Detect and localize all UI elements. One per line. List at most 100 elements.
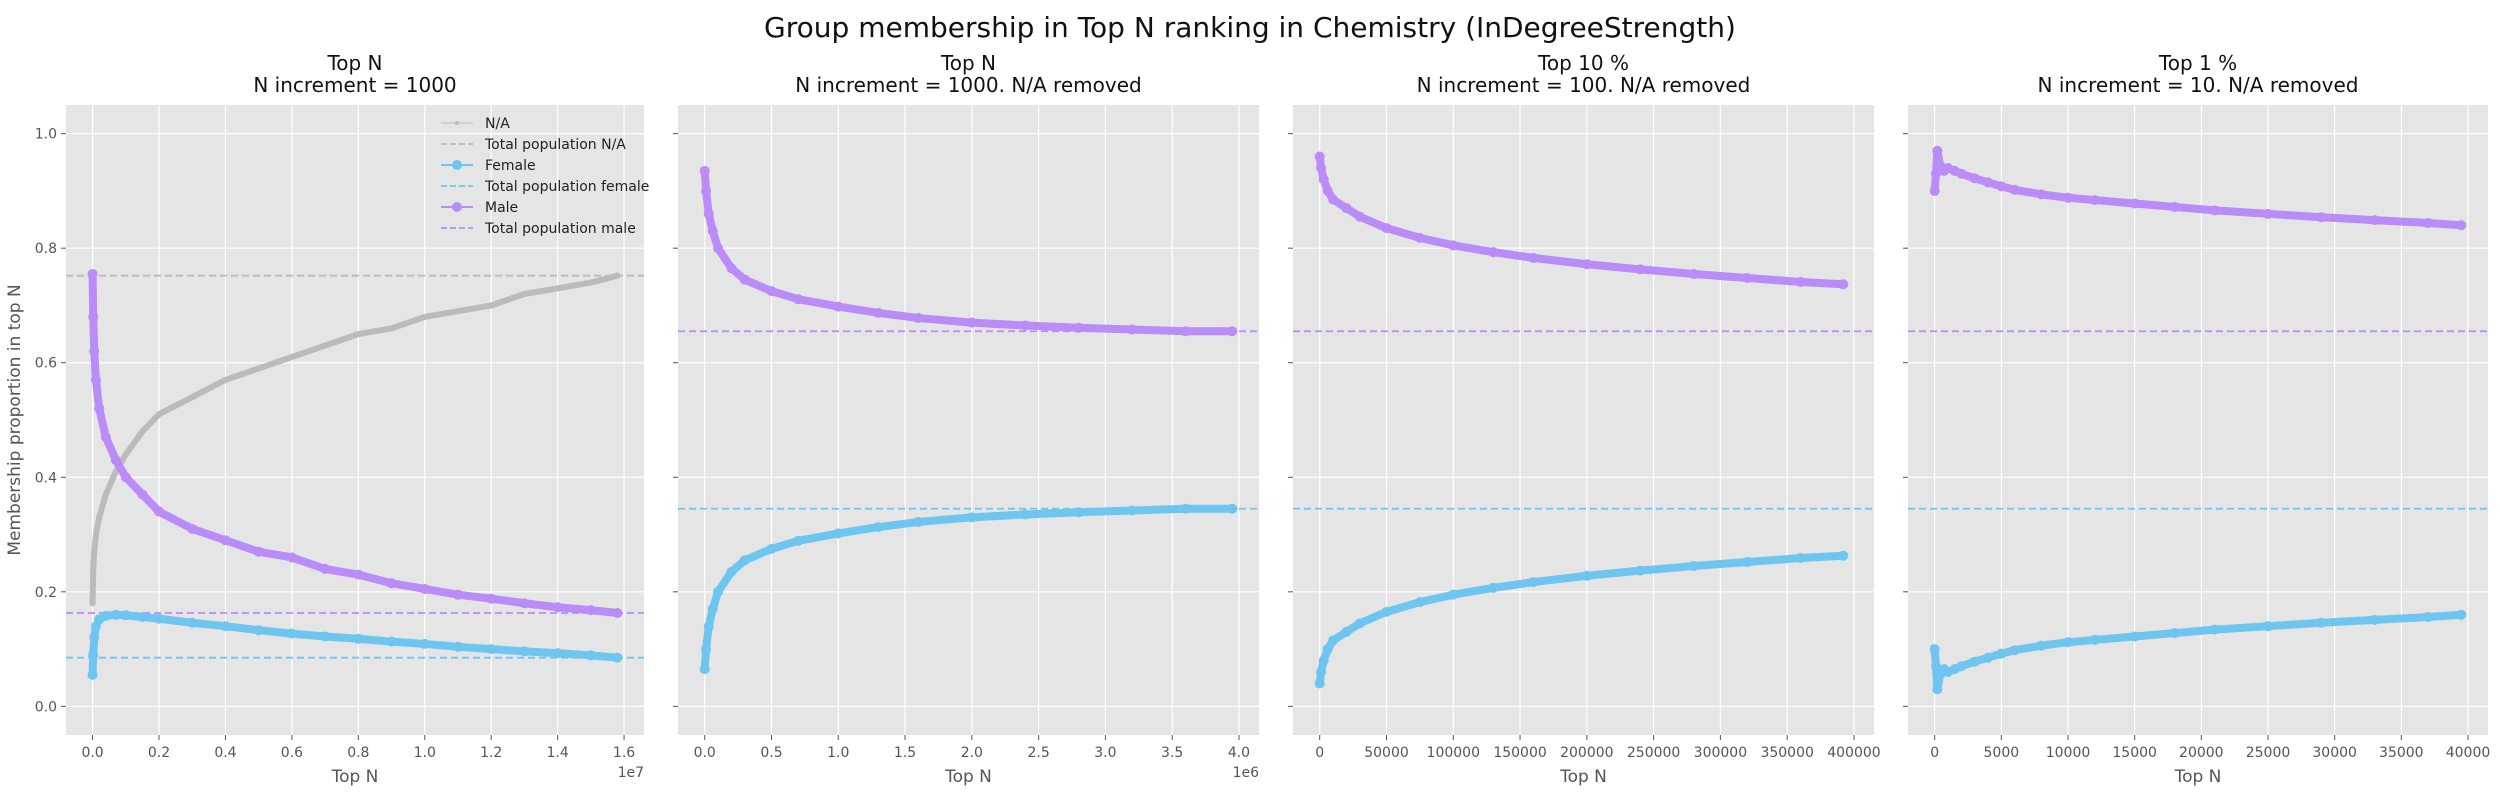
series-point-female [2036, 640, 2047, 651]
series-point-female [1180, 503, 1191, 514]
x-tick-label: 0 [1930, 745, 1939, 761]
series-point-female [419, 638, 430, 649]
series-point-male [486, 593, 497, 604]
series-point-female [1838, 550, 1849, 561]
series-point-female [1316, 667, 1327, 677]
series-point-female [1341, 626, 1352, 637]
series-point-male [585, 605, 596, 616]
x-tick-label: 250000 [1627, 745, 1680, 761]
x-tick-label: 300000 [1694, 745, 1747, 761]
series-point-male [2036, 189, 2047, 200]
series-point-male [452, 589, 463, 600]
series-point-na [614, 272, 621, 279]
x-axis-label: Top N [331, 767, 379, 787]
series-point-male [1314, 151, 1325, 162]
series-point-male [766, 286, 777, 297]
chart-panel-3: 0 50000 100000 150000 200000 250000 300000 3500… [1288, 51, 1881, 787]
series-point-female [699, 664, 710, 675]
series-point-male [707, 226, 718, 236]
x-tick-label: 30000 [2312, 745, 2357, 761]
series-point-na [89, 600, 96, 607]
x-tick-label: 1.6 [613, 745, 635, 761]
series-point-female [1969, 656, 1980, 667]
x-offset-label: 1e6 [1233, 765, 1260, 781]
y-tick-label: 0.8 [35, 241, 57, 257]
series-point-male [833, 301, 844, 312]
x-tick-label: 3.0 [1094, 745, 1116, 761]
series-point-male [1635, 264, 1646, 275]
series-point-female [1996, 648, 2007, 659]
series-point-female [1742, 557, 1753, 568]
series-point-female [1635, 565, 1646, 576]
series-point-female [2209, 624, 2220, 635]
series-point-male [89, 346, 100, 357]
series-point-female [120, 610, 131, 621]
series-point-male [1127, 324, 1138, 335]
series-point-female [703, 621, 714, 632]
x-tick-label: 1.5 [894, 745, 916, 761]
series-point-na [288, 354, 295, 360]
series-point-male [1929, 185, 1940, 196]
series-point-male [873, 307, 884, 318]
series-point-na [90, 565, 97, 572]
y-tick-label: 0.0 [35, 699, 57, 715]
x-offset-label: 1e7 [618, 765, 644, 781]
series-point-male [2009, 184, 2020, 195]
x-tick-label: 2.0 [961, 745, 983, 761]
series-point-male [2129, 198, 2140, 209]
x-tick-label: 200000 [1560, 745, 1613, 761]
legend-swatch-marker [452, 202, 462, 212]
series-point-na [322, 342, 329, 349]
series-point-male [2089, 195, 2100, 206]
series-point-female [612, 652, 623, 663]
series-point-male [1932, 145, 1943, 156]
series-point-male [154, 506, 165, 517]
y-tick-label: 0.2 [35, 585, 57, 601]
series-point-male [793, 294, 804, 305]
series-point-female [253, 625, 264, 636]
series-point-female [1931, 661, 1941, 672]
series-point-male [1488, 247, 1499, 258]
plot-area [678, 105, 1259, 735]
x-tick-label: 0.4 [214, 745, 236, 761]
x-tick-label: 1.0 [827, 745, 849, 761]
series-point-male [2316, 212, 2327, 223]
series-point-male [2369, 215, 2380, 226]
series-point-male [1354, 211, 1365, 222]
x-tick-label: 0 [1315, 745, 1324, 761]
series-point-male [713, 243, 724, 254]
series-point-na [139, 428, 146, 435]
x-tick-label: 15000 [2112, 745, 2157, 761]
series-point-female [1448, 589, 1459, 600]
x-tick-label: 0.2 [148, 745, 170, 761]
series-point-na [189, 394, 196, 401]
legend-label: Male [485, 200, 518, 216]
legend-label: Total population male [484, 221, 636, 237]
legend: N/A Total population N/A Female Total popul… [441, 116, 649, 237]
series-point-male [2456, 220, 2467, 231]
series-point-male [739, 274, 750, 285]
series-point-male [1996, 181, 2007, 192]
series-point-female [320, 631, 331, 642]
series-point-female [1528, 577, 1539, 588]
x-tick-label: 50000 [1364, 745, 1409, 761]
series-point-female [585, 650, 596, 661]
series-point-female [552, 648, 563, 659]
x-tick-label: 0.0 [81, 745, 103, 761]
x-tick-label: 100000 [1427, 745, 1480, 761]
y-tick-label: 0.4 [35, 470, 57, 486]
x-tick-label: 350000 [1760, 745, 1813, 761]
series-point-male [110, 455, 121, 466]
series-point-male [726, 263, 737, 274]
series-point-female [1381, 606, 1392, 617]
x-tick-label: 1.2 [480, 745, 502, 761]
series-point-female [1354, 618, 1365, 629]
panel-title-line: N increment = 1000 [253, 73, 456, 97]
series-point-male [519, 598, 530, 609]
series-point-na [122, 451, 129, 458]
x-tick-label: 150000 [1493, 745, 1546, 761]
series-point-male [1318, 174, 1329, 185]
series-point-female [1227, 503, 1238, 514]
series-point-na [554, 285, 561, 292]
series-point-female [2129, 631, 2140, 642]
